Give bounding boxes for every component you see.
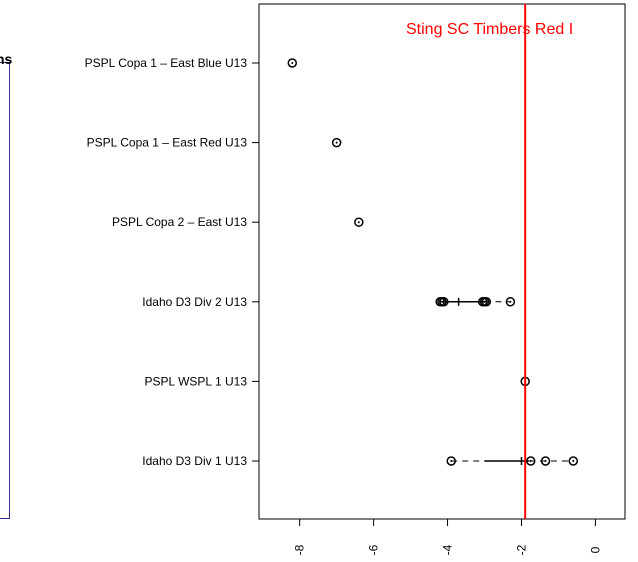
left-panel-frame bbox=[0, 62, 10, 519]
data-point-center bbox=[483, 300, 486, 303]
data-point-center bbox=[485, 300, 488, 303]
data-point-center bbox=[544, 460, 547, 462]
data-point bbox=[568, 456, 578, 466]
box-group bbox=[435, 297, 516, 307]
data-point bbox=[525, 456, 536, 466]
x-tick-label: 0 bbox=[588, 546, 602, 553]
box-group bbox=[354, 217, 364, 227]
y-axis: PSPL Copa 1 – East Blue U13 PSPL Copa 1 –… bbox=[85, 56, 259, 468]
cut-off-title-fragment: ns bbox=[0, 51, 13, 67]
data-point-center bbox=[450, 460, 453, 462]
data-point-center bbox=[509, 300, 512, 303]
data-point bbox=[331, 137, 342, 148]
x-tick-label: -8 bbox=[293, 544, 307, 555]
data-point bbox=[505, 297, 516, 307]
box-group bbox=[287, 58, 298, 68]
data-point bbox=[354, 217, 364, 227]
x-axis: -8 -6 -4 -2 0 bbox=[293, 519, 602, 555]
x-tick-label: -6 bbox=[367, 544, 381, 555]
box-group bbox=[331, 137, 342, 148]
data-point-center bbox=[291, 62, 294, 64]
data-point-center bbox=[441, 300, 443, 303]
data-point-center bbox=[442, 300, 445, 303]
data-point-center bbox=[357, 221, 360, 224]
data-point-center bbox=[572, 460, 575, 462]
y-tick-label: PSPL Copa 2 – East U13 bbox=[112, 215, 247, 229]
data-point bbox=[540, 456, 551, 466]
data-point-center bbox=[335, 141, 338, 144]
plot-frame bbox=[258, 3, 626, 520]
reference-line-group: Sting SC Timbers Red I bbox=[406, 4, 573, 519]
y-tick-label: PSPL Copa 1 – East Blue U13 bbox=[85, 56, 248, 70]
y-tick-label: PSPL Copa 1 – East Red U13 bbox=[87, 136, 248, 150]
data-point bbox=[439, 297, 449, 307]
y-tick-label: Idaho D3 Div 1 U13 bbox=[142, 454, 247, 468]
data-point bbox=[446, 456, 456, 466]
box-group bbox=[446, 456, 578, 466]
x-tick-label: -2 bbox=[514, 544, 528, 555]
x-tick-label: -4 bbox=[441, 544, 455, 555]
y-tick-label: PSPL WSPL 1 U13 bbox=[145, 374, 248, 388]
reference-line-label: Sting SC Timbers Red I bbox=[406, 21, 573, 38]
data-marks bbox=[287, 58, 578, 466]
data-point bbox=[481, 297, 492, 307]
data-point-center bbox=[529, 460, 532, 462]
data-point bbox=[287, 58, 298, 68]
y-tick-label: Idaho D3 Div 2 U13 bbox=[142, 295, 247, 309]
